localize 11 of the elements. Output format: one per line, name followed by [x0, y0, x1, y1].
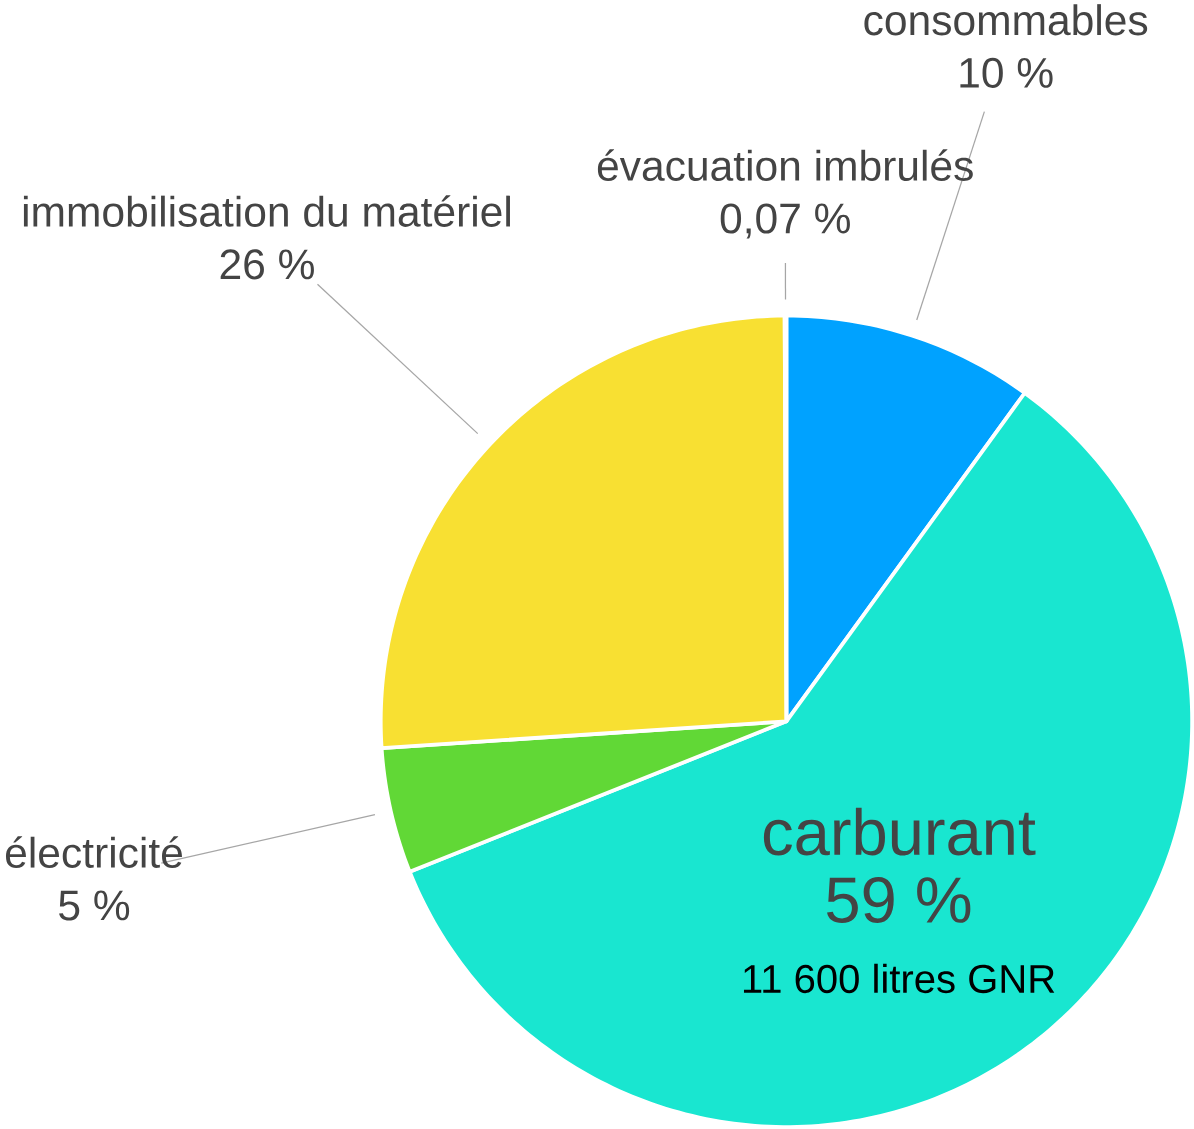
data-label: 5 % — [59, 890, 130, 921]
data-label: 0,07 % — [720, 203, 850, 239]
slice-label: immobilisation du matériel — [23, 195, 510, 227]
data-label: 10 % — [960, 57, 1053, 88]
data-label: 26 % — [220, 249, 314, 280]
slice-label: carburant — [763, 807, 1036, 856]
slice-label: électricité — [5, 836, 182, 869]
slice-label: consommables — [864, 4, 1148, 36]
data-label: 59 % — [827, 877, 971, 924]
slice-label: évacuation imbrulés — [597, 149, 973, 182]
text: 11 600 litres GNR — [743, 963, 1055, 994]
